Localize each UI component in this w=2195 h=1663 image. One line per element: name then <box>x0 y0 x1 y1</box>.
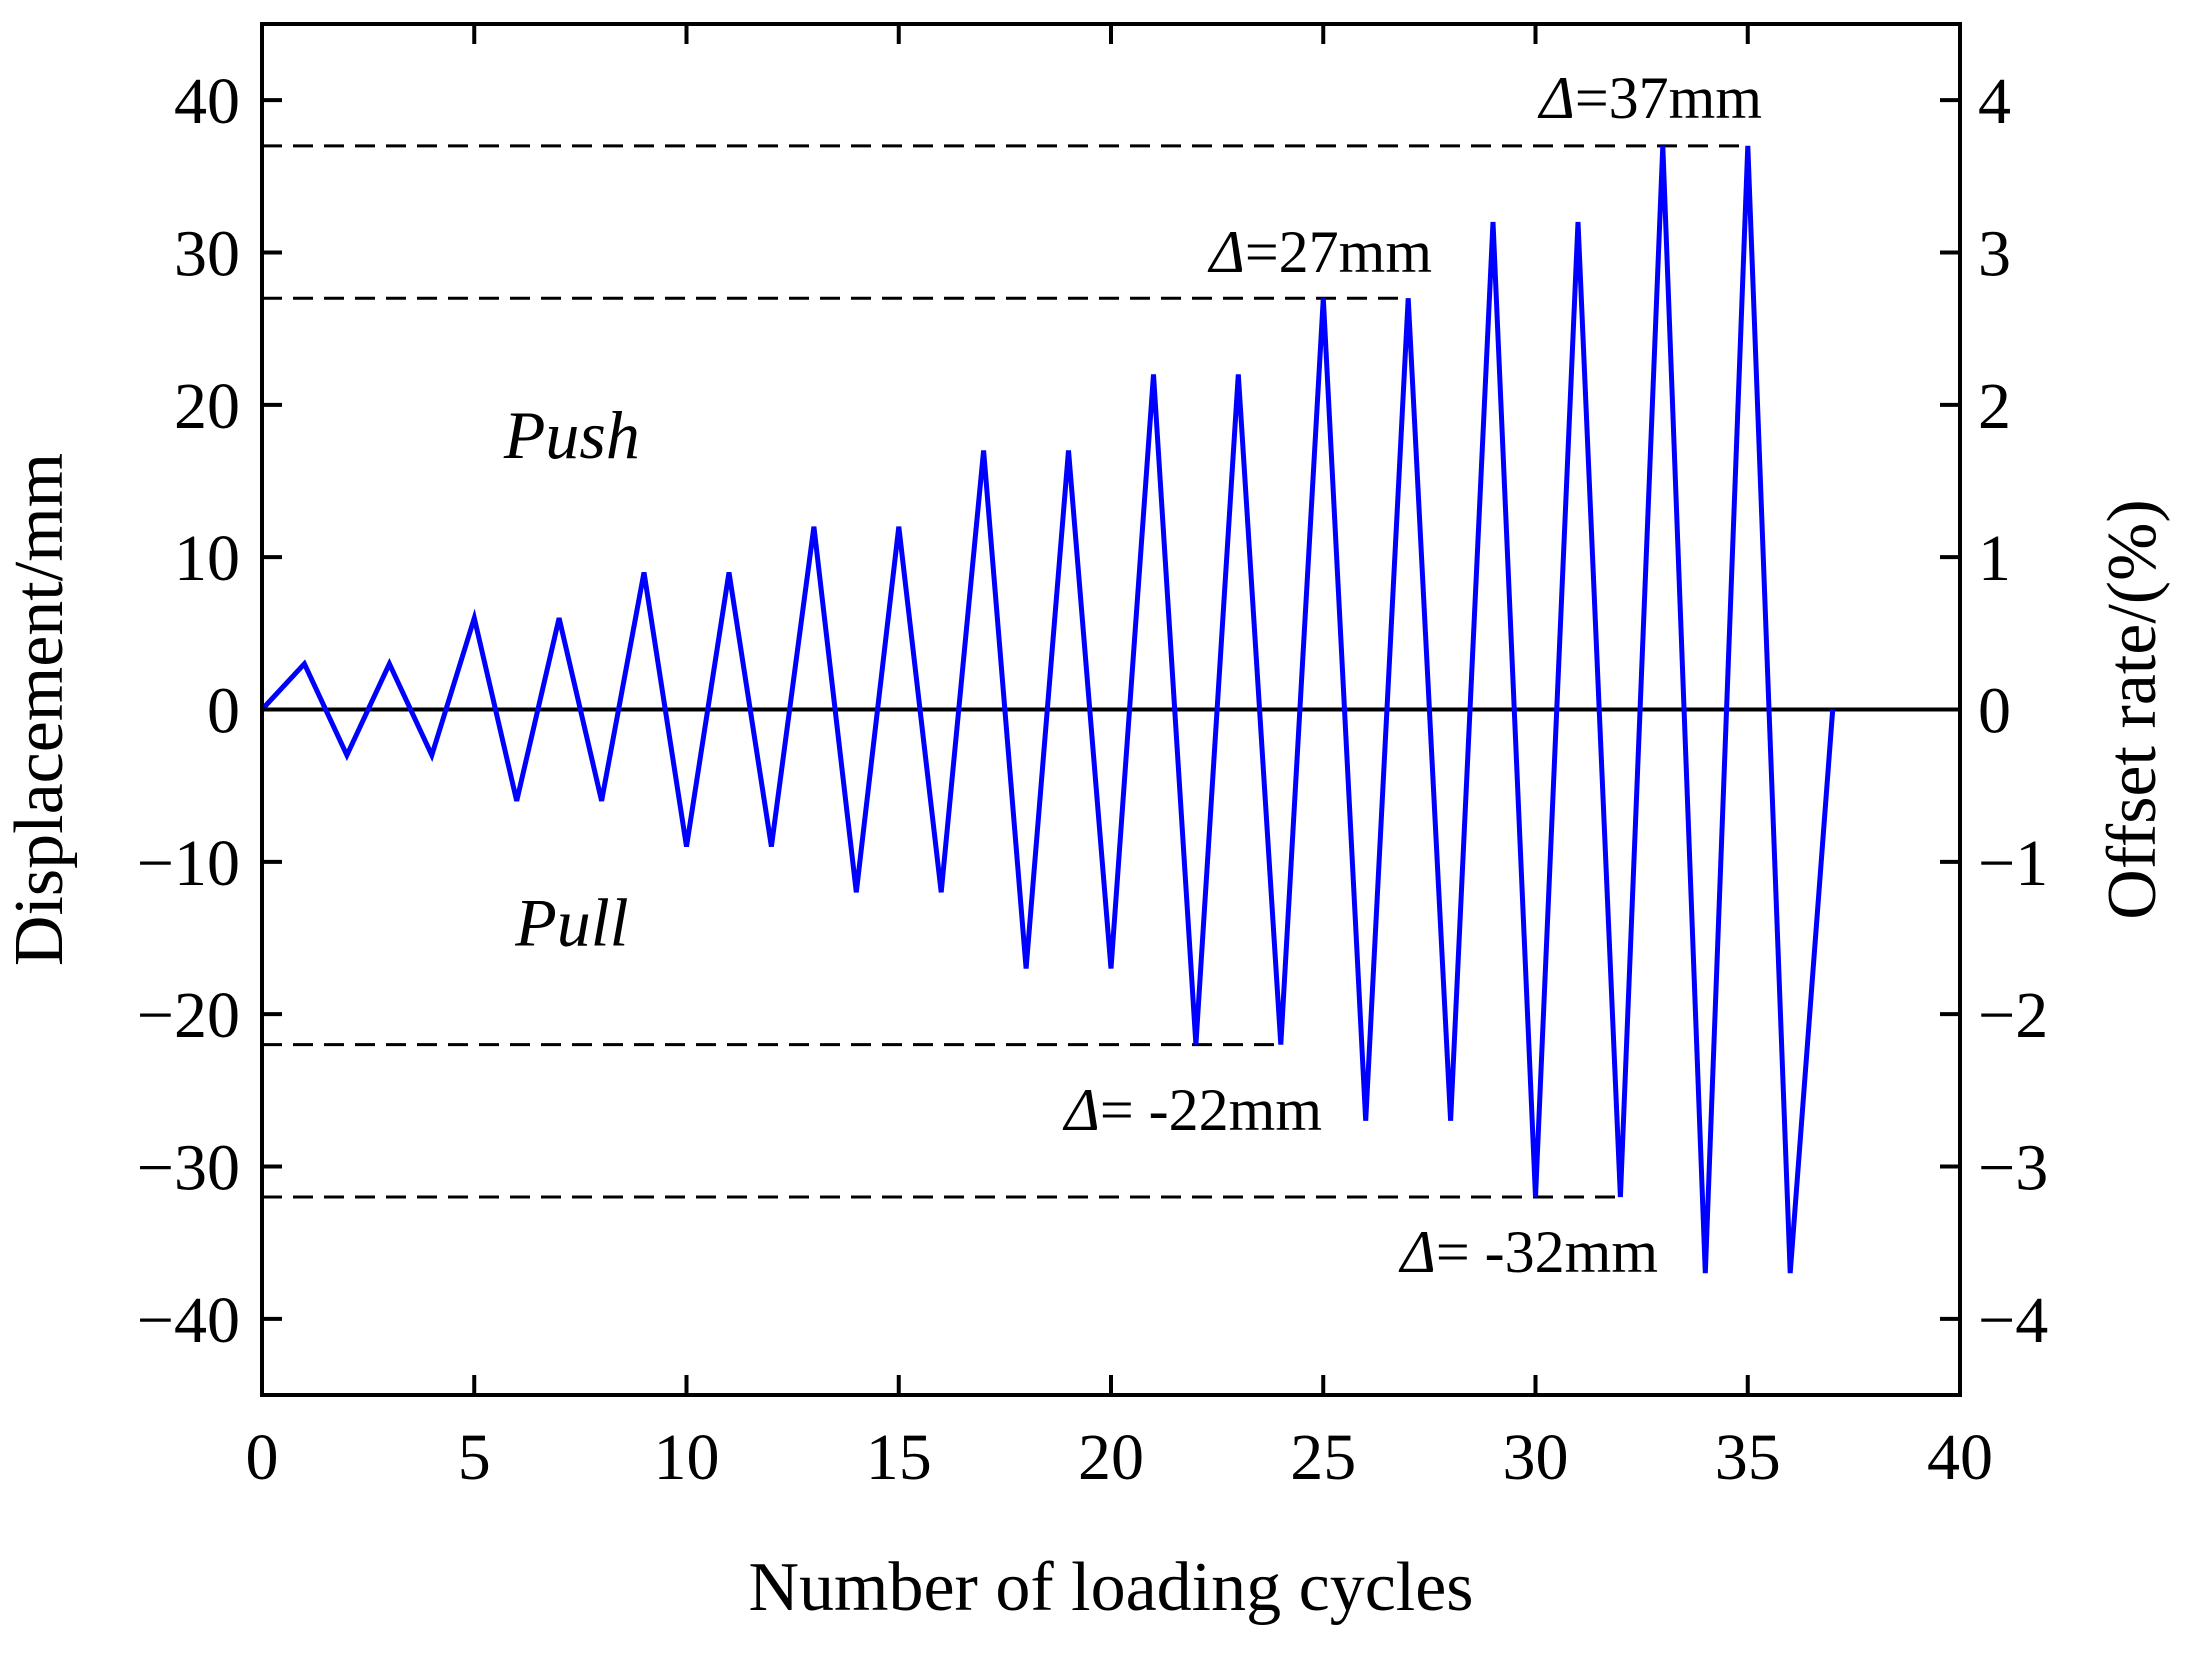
y2-tick-label: 1 <box>1978 522 2011 595</box>
y2-tick-label: 0 <box>1978 675 2011 748</box>
x-axis-title: Number of loading cycles <box>748 1549 1473 1626</box>
y-tick-label: −10 <box>137 827 240 900</box>
y2-tick-label: 3 <box>1978 218 2011 291</box>
x-tick-label: 10 <box>654 1421 720 1494</box>
y2-tick-label: −1 <box>1978 827 2048 900</box>
x-tick-label: 20 <box>1078 1421 1144 1494</box>
x-tick-label: 0 <box>246 1421 279 1494</box>
x-tick-label: 30 <box>1503 1421 1569 1494</box>
reference-annotation-3: Δ= -22mm <box>1063 1077 1322 1143</box>
region-label-push: Push <box>503 397 640 473</box>
y-tick-label: 0 <box>207 675 240 748</box>
x-tick-label: 35 <box>1715 1421 1781 1494</box>
y-tick-label: 40 <box>174 65 240 138</box>
x-axis-ticks: 0 5 10 15 20 25 30 35 40 <box>246 24 1993 1494</box>
y2-axis-title: Offset rate/(%) <box>2094 499 2171 919</box>
y-tick-label: 10 <box>174 522 240 595</box>
reference-value: = -22mm <box>1100 1077 1322 1143</box>
reference-annotation-1: Δ=37mm <box>1538 65 1762 131</box>
reference-annotation-4: Δ= -32mm <box>1399 1219 1658 1285</box>
x-tick-label: 25 <box>1290 1421 1356 1494</box>
reference-value: =37mm <box>1575 65 1762 131</box>
y2-tick-label: 4 <box>1978 65 2011 138</box>
series-group <box>260 145 1836 1274</box>
y2-tick-label: −4 <box>1978 1284 2048 1357</box>
series-line-1 <box>260 145 1836 1274</box>
y2-axis-ticks: 4 3 2 1 0 −1 −2 −3 −4 <box>1940 65 2048 1357</box>
y-tick-label: −40 <box>137 1284 240 1357</box>
y-tick-label: 20 <box>174 370 240 443</box>
y-tick-label: 30 <box>174 218 240 291</box>
y-tick-label: −30 <box>137 1132 240 1205</box>
delta-symbol: Δ <box>1399 1219 1436 1285</box>
y-axis-title: Displacement/mm <box>1 453 78 966</box>
y-axis-ticks: 40 30 20 10 0 −10 −20 −30 −40 <box>137 65 282 1357</box>
reference-annotation-2: Δ=27mm <box>1208 219 1432 285</box>
y2-tick-label: −2 <box>1978 979 2048 1052</box>
delta-symbol: Δ <box>1063 1077 1100 1143</box>
region-labels: Push Pull <box>503 397 640 960</box>
x-tick-label: 15 <box>866 1421 932 1494</box>
y2-tick-label: 2 <box>1978 370 2011 443</box>
y2-tick-label: −3 <box>1978 1132 2048 1205</box>
x-tick-label: 5 <box>458 1421 491 1494</box>
reference-value: = -32mm <box>1436 1219 1658 1285</box>
x-tick-label: 40 <box>1927 1421 1993 1494</box>
region-label-pull: Pull <box>514 885 628 961</box>
delta-symbol: Δ <box>1208 219 1245 285</box>
reference-value: =27mm <box>1245 219 1432 285</box>
y-tick-label: −20 <box>137 979 240 1052</box>
reference-lines <box>262 144 1748 1199</box>
delta-symbol: Δ <box>1538 65 1575 131</box>
